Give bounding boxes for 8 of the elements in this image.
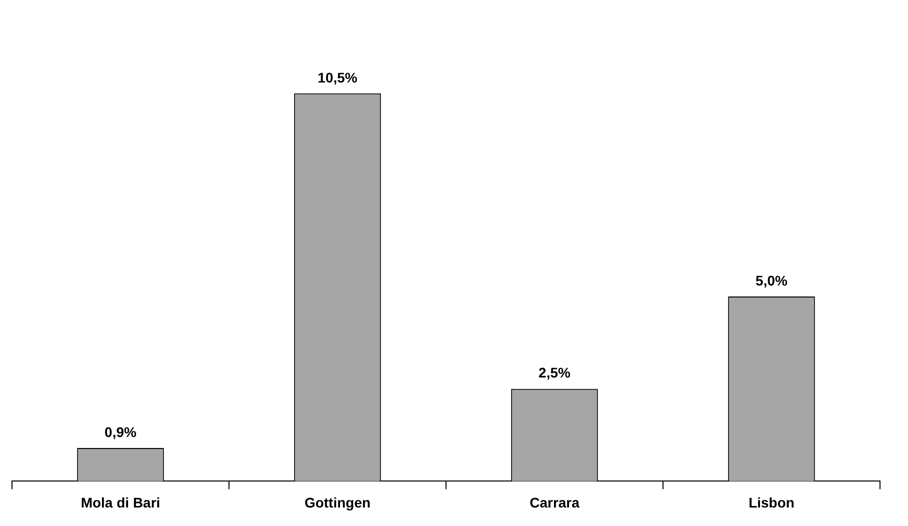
- x-tick-label: Mola di Bari: [80, 494, 160, 510]
- data-label: 0,9%: [104, 424, 137, 440]
- data-label: 5,0%: [756, 272, 788, 288]
- data-label: 10,5%: [318, 69, 358, 86]
- x-tick-label: Gottingen: [304, 494, 371, 510]
- data-label: 2,5%: [538, 364, 571, 381]
- x-tick-label: Lisbon: [748, 494, 794, 510]
- x-tick-label: Carrara: [530, 494, 580, 510]
